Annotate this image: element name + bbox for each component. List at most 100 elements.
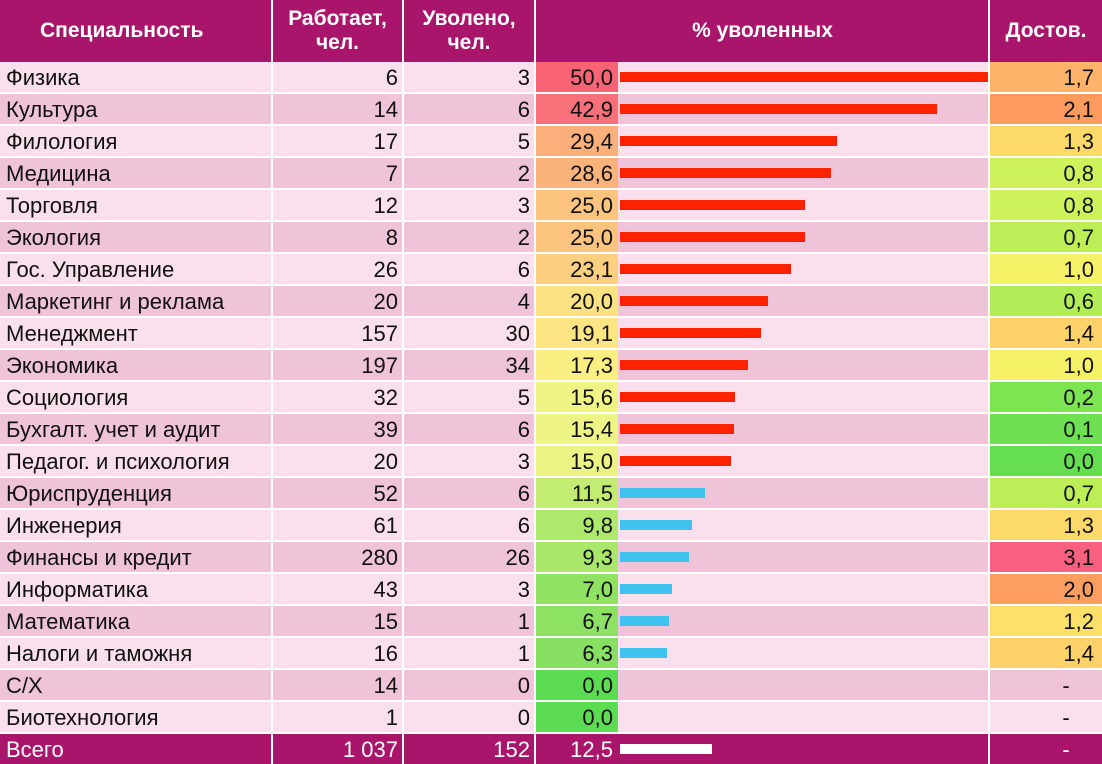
- cell-pct: 0,0: [535, 670, 618, 700]
- cell-specialty: Математика: [6, 609, 130, 634]
- cell-working: 43: [373, 577, 398, 602]
- cell-achievement: 1,4: [990, 638, 1102, 668]
- column-divider: [402, 0, 404, 764]
- cell-working: 14: [373, 97, 398, 122]
- cell-achievement: -: [1062, 673, 1070, 698]
- cell-dismissed: 1: [517, 609, 530, 634]
- cell-achievement: 0,0: [990, 446, 1102, 476]
- cell-specialty: Всего: [6, 737, 64, 762]
- header-specialty: Специальность: [0, 0, 272, 62]
- pct-bar: [620, 296, 768, 306]
- cell-achievement: 0,6: [990, 286, 1102, 316]
- cell-achievement: 0,1: [990, 414, 1102, 444]
- cell-pct: 15,0: [535, 446, 618, 476]
- table-row: Маркетинг и реклама 20 4 20,0 0,6: [0, 286, 1102, 316]
- table-row: Филология 17 5 29,4 1,3: [0, 126, 1102, 156]
- cell-achievement: -: [1062, 705, 1070, 730]
- cell-working: 14: [373, 673, 398, 698]
- cell-working: 7: [385, 161, 398, 186]
- cell-working: 32: [373, 385, 398, 410]
- cell-pct: 25,0: [535, 190, 618, 220]
- cell-pct: 20,0: [535, 286, 618, 316]
- pct-bar: [620, 616, 670, 626]
- pct-bar: [620, 648, 667, 658]
- table-row: Информатика 43 3 7,0 2,0: [0, 574, 1102, 604]
- cell-pct: 6,7: [535, 606, 618, 636]
- cell-achievement: 0,2: [990, 382, 1102, 412]
- header-working: Работает, чел.: [272, 0, 403, 62]
- table-row: Педагог. и психология 20 3 15,0 0,0: [0, 446, 1102, 476]
- cell-specialty: Юриспруденция: [6, 481, 172, 506]
- pct-bar: [620, 552, 689, 562]
- pct-bar: [620, 456, 731, 466]
- cell-dismissed: 2: [517, 225, 530, 250]
- cell-working: 17: [373, 129, 398, 154]
- cell-specialty: С/Х: [6, 673, 43, 698]
- cell-achievement: 1,4: [990, 318, 1102, 348]
- cell-pct: 6,3: [535, 638, 618, 668]
- cell-specialty: Бухгалт. учет и аудит: [6, 417, 221, 442]
- header-dismissed: Уволено, чел.: [403, 0, 535, 62]
- cell-specialty: Культура: [6, 97, 98, 122]
- column-divider: [271, 0, 273, 764]
- cell-working: 15: [373, 609, 398, 634]
- cell-pct: 7,0: [535, 574, 618, 604]
- column-divider: [534, 0, 536, 764]
- pct-bar: [620, 136, 837, 146]
- column-divider: [988, 0, 990, 764]
- cell-working: 6: [385, 65, 398, 90]
- cell-pct: 12,5: [570, 737, 613, 762]
- cell-achievement: 1,3: [990, 126, 1102, 156]
- cell-working: 39: [373, 417, 398, 442]
- pct-bar: [620, 232, 805, 242]
- cell-specialty: Экология: [6, 225, 101, 250]
- cell-dismissed: 0: [517, 705, 530, 730]
- cell-working: 20: [373, 449, 398, 474]
- total-row: Всего 1 037 152 12,5 -: [0, 734, 1102, 764]
- cell-dismissed: 6: [517, 97, 530, 122]
- cell-dismissed: 3: [517, 577, 530, 602]
- cell-achievement: 0,8: [990, 190, 1102, 220]
- table-row: Культура 14 6 42,9 2,1: [0, 94, 1102, 124]
- cell-dismissed: 5: [517, 385, 530, 410]
- table-row: Биотехнология 1 0 0,0 -: [0, 702, 1102, 732]
- cell-specialty: Налоги и таможня: [6, 641, 193, 666]
- cell-pct: 0,0: [535, 702, 618, 732]
- table-row: Медицина 7 2 28,6 0,8: [0, 158, 1102, 188]
- pct-bar: [620, 168, 832, 178]
- cell-dismissed: 5: [517, 129, 530, 154]
- header-achievement: Достов.: [990, 0, 1102, 62]
- pct-bar: [620, 264, 791, 274]
- cell-dismissed: 4: [517, 289, 530, 314]
- cell-pct: 25,0: [535, 222, 618, 252]
- cell-working: 1: [385, 705, 398, 730]
- cell-dismissed: 6: [517, 513, 530, 538]
- cell-specialty: Биотехнология: [6, 705, 159, 730]
- table-row: Физика 6 3 50,0 1,7: [0, 62, 1102, 92]
- cell-achievement: 0,7: [990, 222, 1102, 252]
- cell-pct: 15,6: [535, 382, 618, 412]
- cell-pct: 50,0: [535, 62, 618, 92]
- cell-achievement: 1,7: [990, 62, 1102, 92]
- cell-working: 1 037: [342, 737, 398, 762]
- cell-specialty: Торговля: [6, 193, 98, 218]
- cell-achievement: 1,0: [990, 254, 1102, 284]
- table-row: Налоги и таможня 16 1 6,3 1,4: [0, 638, 1102, 668]
- table-row: Социология 32 5 15,6 0,2: [0, 382, 1102, 412]
- cell-achievement: 3,1: [990, 542, 1102, 572]
- cell-working: 280: [361, 545, 398, 570]
- cell-working: 197: [361, 353, 398, 378]
- cell-dismissed: 1: [517, 641, 530, 666]
- pct-bar: [620, 72, 989, 82]
- table-row: Гос. Управление 26 6 23,1 1,0: [0, 254, 1102, 284]
- pct-bar: [620, 392, 736, 402]
- cell-dismissed: 26: [505, 545, 530, 570]
- cell-dismissed: 0: [517, 673, 530, 698]
- cell-working: 20: [373, 289, 398, 314]
- cell-dismissed: 152: [493, 737, 530, 762]
- table-row: Математика 15 1 6,7 1,2: [0, 606, 1102, 636]
- cell-working: 8: [385, 225, 398, 250]
- cell-dismissed: 3: [517, 449, 530, 474]
- cell-working: 16: [373, 641, 398, 666]
- cell-pct: 29,4: [535, 126, 618, 156]
